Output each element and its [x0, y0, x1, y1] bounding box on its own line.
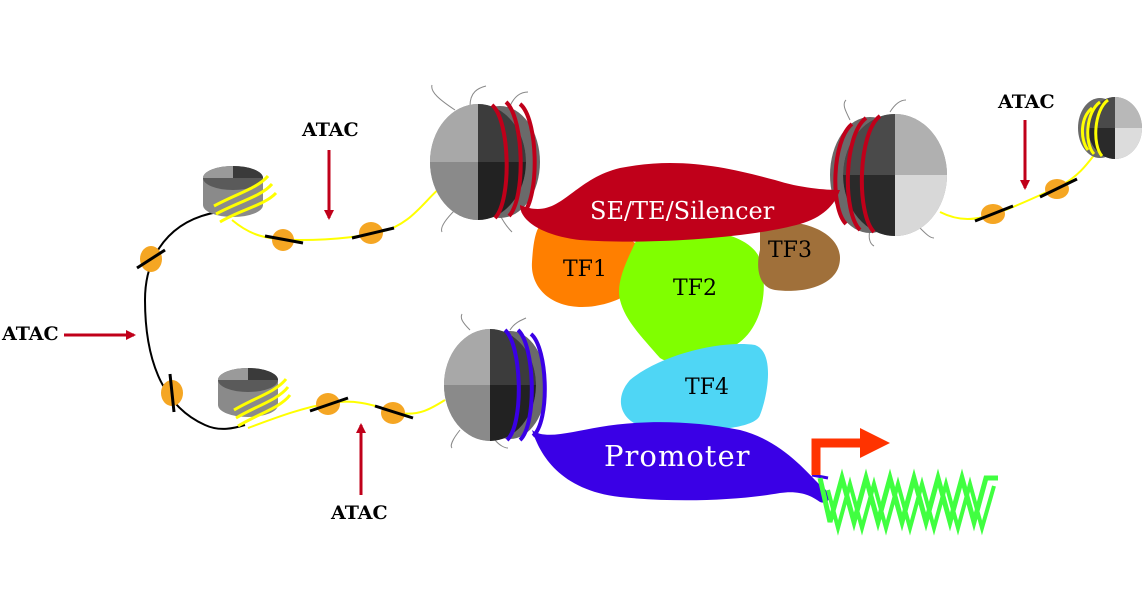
- cut-site: [974, 204, 1014, 224]
- transcript-strand-1: [817, 468, 998, 532]
- dna-strands: [143, 149, 1099, 480]
- tf2-label: TF2: [673, 276, 717, 301]
- cut-sites: [136, 177, 1078, 424]
- promoter-label: Promoter: [604, 439, 750, 473]
- promoter-linker: [811, 473, 829, 480]
- promoter-region: [532, 422, 830, 503]
- closed-dna-left-loop: [143, 211, 246, 430]
- cut-site: [136, 246, 166, 272]
- transcript-strand-2: [826, 476, 996, 536]
- nucleosome-promoter: [444, 313, 547, 449]
- cut-site: [309, 393, 349, 415]
- atac-arrows: [64, 120, 1030, 495]
- open-dna-right: [939, 149, 1099, 220]
- cut-site: [264, 229, 304, 251]
- atac-label-top-left: ATAC: [301, 119, 359, 141]
- cut-site: [351, 222, 395, 244]
- atac-label-bottom: ATAC: [330, 502, 388, 524]
- nucleosome-small-right: [1078, 97, 1142, 159]
- nucleosome-right: [830, 99, 947, 247]
- open-dna-top-left: [231, 187, 441, 242]
- nucleosome-small-bottom: [218, 368, 292, 428]
- cut-site: [1039, 177, 1078, 199]
- tf3-protein: [758, 222, 840, 291]
- open-dna-bottom-left: [247, 399, 446, 429]
- tss-arrow: [811, 428, 890, 475]
- tf1-label: TF1: [563, 257, 607, 282]
- tf4-label: TF4: [685, 375, 729, 400]
- tf4-protein: [620, 344, 769, 431]
- nucleosome-small-top: [203, 166, 278, 224]
- atac-label-left: ATAC: [1, 323, 59, 345]
- atac-label-top-right: ATAC: [997, 91, 1055, 113]
- transcript: [817, 468, 998, 536]
- enhancer-region: [520, 163, 840, 242]
- enhancer-label: SE/TE/Silencer: [590, 197, 775, 225]
- tf2-protein: [619, 228, 764, 364]
- cut-site: [374, 402, 414, 424]
- cut-site: [161, 373, 183, 413]
- nucleosome-enhancer: [430, 84, 540, 233]
- tf3-label: TF3: [768, 238, 812, 263]
